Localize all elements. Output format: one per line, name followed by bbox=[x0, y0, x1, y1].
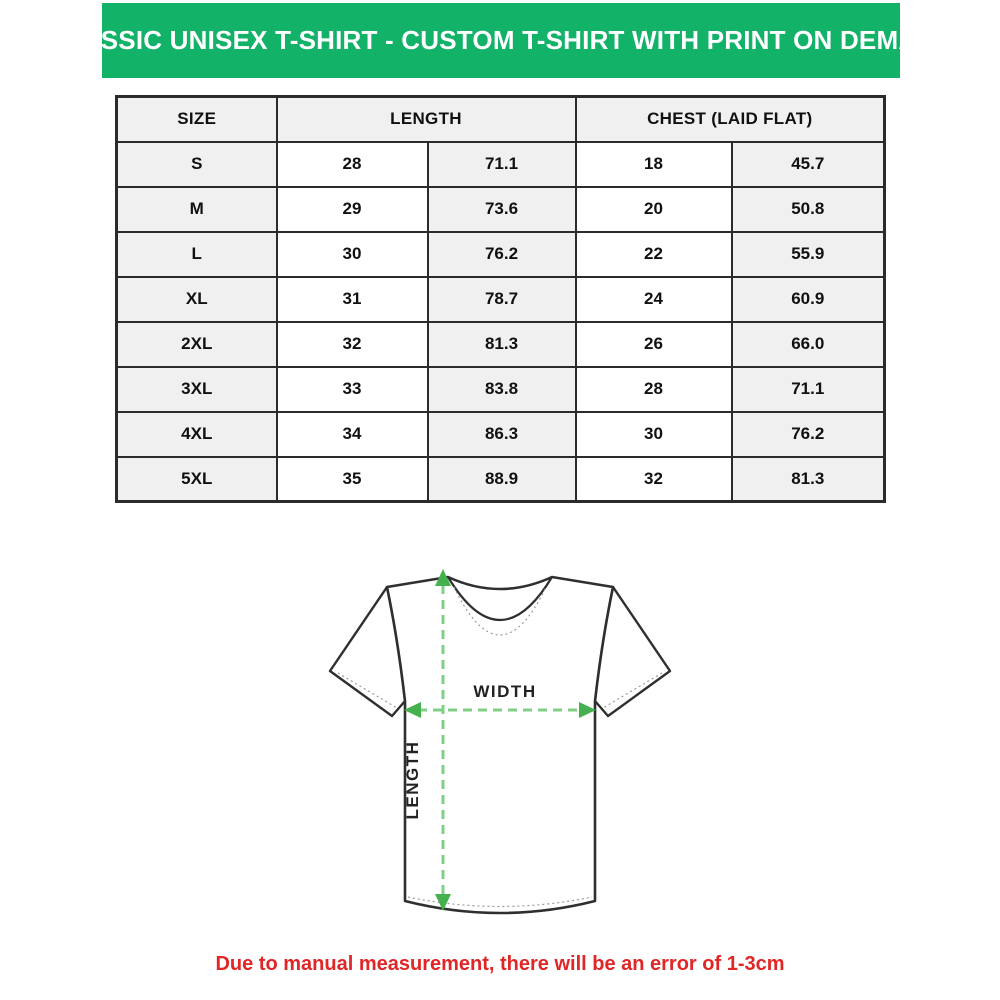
page-title: CLASSIC UNISEX T-SHIRT - CUSTOM T-SHIRT … bbox=[46, 25, 956, 55]
length-in-cell: 29 bbox=[275, 185, 429, 233]
length-in-cell: 32 bbox=[275, 320, 429, 368]
length-cm-cell: 88.9 bbox=[426, 455, 577, 503]
size-cell: 2XL bbox=[115, 320, 278, 368]
table-row: XL 31 78.7 24 60.9 bbox=[115, 275, 886, 323]
table-row: M 29 73.6 20 50.8 bbox=[115, 185, 886, 233]
length-in-cell: 34 bbox=[275, 410, 429, 458]
chest-cm-cell: 55.9 bbox=[730, 230, 886, 278]
header-size: SIZE bbox=[115, 95, 278, 143]
chest-cm-cell: 50.8 bbox=[730, 185, 886, 233]
size-table: SIZE LENGTH CHEST (LAID FLAT) S 28 71.1 … bbox=[115, 95, 887, 503]
chest-cm-cell: 66.0 bbox=[730, 320, 886, 368]
chest-in-cell: 30 bbox=[574, 410, 733, 458]
length-cm-cell: 81.3 bbox=[426, 320, 577, 368]
chest-in-cell: 24 bbox=[574, 275, 733, 323]
chest-in-cell: 22 bbox=[574, 230, 733, 278]
width-arrow-head-left bbox=[404, 702, 421, 718]
length-in-cell: 30 bbox=[275, 230, 429, 278]
length-cm-cell: 76.2 bbox=[426, 230, 577, 278]
length-cm-cell: 71.1 bbox=[426, 140, 577, 188]
width-label: WIDTH bbox=[473, 682, 536, 701]
tshirt-diagram: WIDTH LENGTH bbox=[310, 545, 690, 945]
chest-in-cell: 26 bbox=[574, 320, 733, 368]
length-cm-cell: 78.7 bbox=[426, 275, 577, 323]
length-cm-cell: 86.3 bbox=[426, 410, 577, 458]
tshirt-outline-svg: WIDTH LENGTH bbox=[328, 569, 672, 915]
collar-inner-line bbox=[447, 576, 553, 621]
table-row: S 28 71.1 18 45.7 bbox=[115, 140, 886, 188]
table-header-row: SIZE LENGTH CHEST (LAID FLAT) bbox=[115, 95, 886, 143]
table-row: 2XL 32 81.3 26 66.0 bbox=[115, 320, 886, 368]
length-arrow-head-top bbox=[435, 569, 451, 586]
size-cell: S bbox=[115, 140, 278, 188]
chest-cm-cell: 71.1 bbox=[730, 365, 886, 413]
title-banner: CLASSIC UNISEX T-SHIRT - CUSTOM T-SHIRT … bbox=[47, 3, 955, 78]
size-cell: M bbox=[115, 185, 278, 233]
length-in-cell: 31 bbox=[275, 275, 429, 323]
chest-in-cell: 20 bbox=[574, 185, 733, 233]
measurement-disclaimer: Due to manual measurement, there will be… bbox=[215, 953, 785, 975]
chest-cm-cell: 76.2 bbox=[730, 410, 886, 458]
table-row: L 30 76.2 22 55.9 bbox=[115, 230, 886, 278]
chest-in-cell: 28 bbox=[574, 365, 733, 413]
size-cell: XL bbox=[115, 275, 278, 323]
chest-cm-cell: 60.9 bbox=[730, 275, 886, 323]
size-cell: 5XL bbox=[115, 455, 278, 503]
length-in-cell: 35 bbox=[275, 455, 429, 503]
size-cell: L bbox=[115, 230, 278, 278]
header-chest: CHEST (LAID FLAT) bbox=[574, 95, 886, 143]
left-cuff-stitch bbox=[337, 672, 398, 709]
collar-stitch-line bbox=[453, 586, 547, 636]
table-row: 4XL 34 86.3 30 76.2 bbox=[115, 410, 886, 458]
length-cm-cell: 73.6 bbox=[426, 185, 577, 233]
length-arrow-head-bottom bbox=[435, 894, 451, 911]
chest-in-cell: 32 bbox=[574, 455, 733, 503]
size-table-container: SIZE LENGTH CHEST (LAID FLAT) S 28 71.1 … bbox=[115, 95, 887, 503]
chest-cm-cell: 81.3 bbox=[730, 455, 886, 503]
length-label: LENGTH bbox=[403, 741, 422, 820]
size-cell: 3XL bbox=[115, 365, 278, 413]
length-cm-cell: 83.8 bbox=[426, 365, 577, 413]
table-row: 5XL 35 88.9 32 81.3 bbox=[115, 455, 886, 503]
length-in-cell: 28 bbox=[275, 140, 429, 188]
header-length: LENGTH bbox=[275, 95, 577, 143]
right-cuff-stitch bbox=[602, 672, 663, 709]
size-cell: 4XL bbox=[115, 410, 278, 458]
table-row: 3XL 33 83.8 28 71.1 bbox=[115, 365, 886, 413]
width-arrow-head-right bbox=[579, 702, 596, 718]
chest-in-cell: 18 bbox=[574, 140, 733, 188]
chest-cm-cell: 45.7 bbox=[730, 140, 886, 188]
length-in-cell: 33 bbox=[275, 365, 429, 413]
